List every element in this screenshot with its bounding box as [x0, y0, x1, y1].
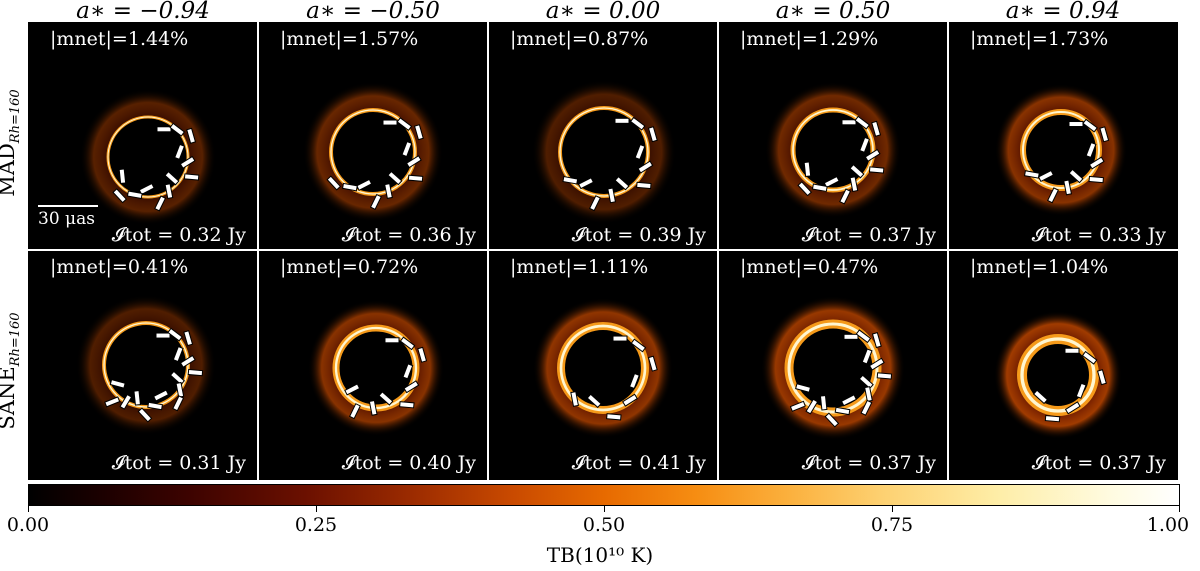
colorbar-tick-label: 0.25	[294, 514, 338, 536]
black-hole-image	[533, 298, 673, 438]
panel-sane-4: |mnet|=0.47% 𝓘tot = 0.37 Jy	[718, 250, 948, 480]
column-title-4: a∗ = 0.50	[775, 0, 891, 24]
panel-sane-2: |mnet|=0.72% 𝓘tot = 0.40 Jy	[258, 250, 488, 480]
panel-sane-5: |mnet|=1.04% 𝓘tot = 0.37 Jy	[948, 250, 1178, 480]
panel-mad-3: |mnet|=0.87% 𝓘tot = 0.39 Jy	[488, 22, 718, 252]
panel-divider	[487, 22, 489, 480]
colorbar-tick	[892, 506, 893, 512]
itot-label: 𝓘tot = 0.37 Jy	[1031, 452, 1166, 474]
black-hole-image	[761, 296, 905, 440]
colorbar-tick-label: 0.75	[870, 514, 914, 536]
panel-divider	[257, 22, 259, 480]
itot-label: 𝓘tot = 0.40 Jy	[341, 452, 476, 474]
panel-divider	[947, 22, 949, 480]
mnet-label: |mnet|=0.41%	[50, 256, 189, 278]
mnet-label: |mnet|=1.04%	[970, 256, 1109, 278]
black-hole-image	[995, 84, 1127, 216]
mnet-label: |mnet|=1.44%	[50, 28, 189, 50]
colorbar-tick	[1179, 506, 1180, 512]
itot-label: 𝓘tot = 0.37 Jy	[801, 452, 936, 474]
black-hole-image	[308, 300, 444, 436]
column-title-1: a∗ = −0.94	[76, 0, 210, 24]
black-hole-image	[765, 82, 901, 218]
itot-label: 𝓘tot = 0.41 Jy	[571, 452, 706, 474]
panel-mad-4: |mnet|=1.29% 𝓘tot = 0.37 Jy	[718, 22, 948, 252]
panel-sane-1: |mnet|=0.41% 𝓘tot = 0.31 Jy	[28, 250, 258, 480]
panel-mad-2: |mnet|=1.57% 𝓘tot = 0.36 Jy	[258, 22, 488, 252]
row-label-mad: MADRh=160	[0, 89, 24, 197]
colorbar-tick	[604, 506, 605, 512]
mnet-label: |mnet|=1.29%	[740, 28, 879, 50]
column-title-3: a∗ = 0.00	[545, 0, 661, 24]
itot-label: 𝓘tot = 0.36 Jy	[341, 224, 476, 246]
black-hole-image	[994, 311, 1122, 439]
panel-sane-3: |mnet|=1.11% 𝓘tot = 0.41 Jy	[488, 250, 718, 480]
mnet-label: |mnet|=1.73%	[970, 28, 1109, 50]
black-hole-image	[532, 80, 676, 224]
mnet-label: |mnet|=1.57%	[280, 28, 419, 50]
column-title-2: a∗ = −0.50	[306, 0, 440, 24]
panel-mad-1: |mnet|=1.44% 30 μas 𝓘tot = 0.32 Jy	[28, 22, 258, 252]
scale-bar-label: 30 μas	[38, 209, 95, 229]
mnet-label: |mnet|=0.47%	[740, 256, 879, 278]
itot-label: 𝓘tot = 0.32 Jy	[111, 224, 246, 246]
black-hole-image	[76, 295, 216, 435]
row-label-sane: SANERh=160	[0, 312, 24, 430]
mnet-label: |mnet|=0.87%	[510, 28, 649, 50]
colorbar-tick-label: 0.00	[6, 514, 50, 536]
colorbar-tick	[28, 506, 29, 512]
panel-divider	[717, 22, 719, 480]
panel-mad-5: |mnet|=1.73% 𝓘tot = 0.33 Jy	[948, 22, 1178, 252]
column-title-5: a∗ = 0.94	[1005, 0, 1121, 24]
itot-label: 𝓘tot = 0.31 Jy	[111, 452, 246, 474]
itot-label: 𝓘tot = 0.37 Jy	[801, 224, 936, 246]
colorbar-tick-label: 0.50	[582, 514, 626, 536]
black-hole-image	[303, 82, 443, 222]
colorbar-tick	[316, 506, 317, 512]
scale-bar	[38, 205, 98, 207]
itot-label: 𝓘tot = 0.39 Jy	[571, 224, 706, 246]
colorbar-tick-label: 1.00	[1146, 514, 1190, 536]
mnet-label: |mnet|=1.11%	[510, 256, 649, 278]
colorbar-label: TB(10¹⁰ K)	[546, 543, 654, 567]
colorbar	[28, 484, 1180, 506]
mnet-label: |mnet|=0.72%	[280, 256, 419, 278]
itot-label: 𝓘tot = 0.33 Jy	[1031, 224, 1166, 246]
black-hole-image	[80, 89, 216, 225]
panel-divider	[28, 249, 1178, 251]
